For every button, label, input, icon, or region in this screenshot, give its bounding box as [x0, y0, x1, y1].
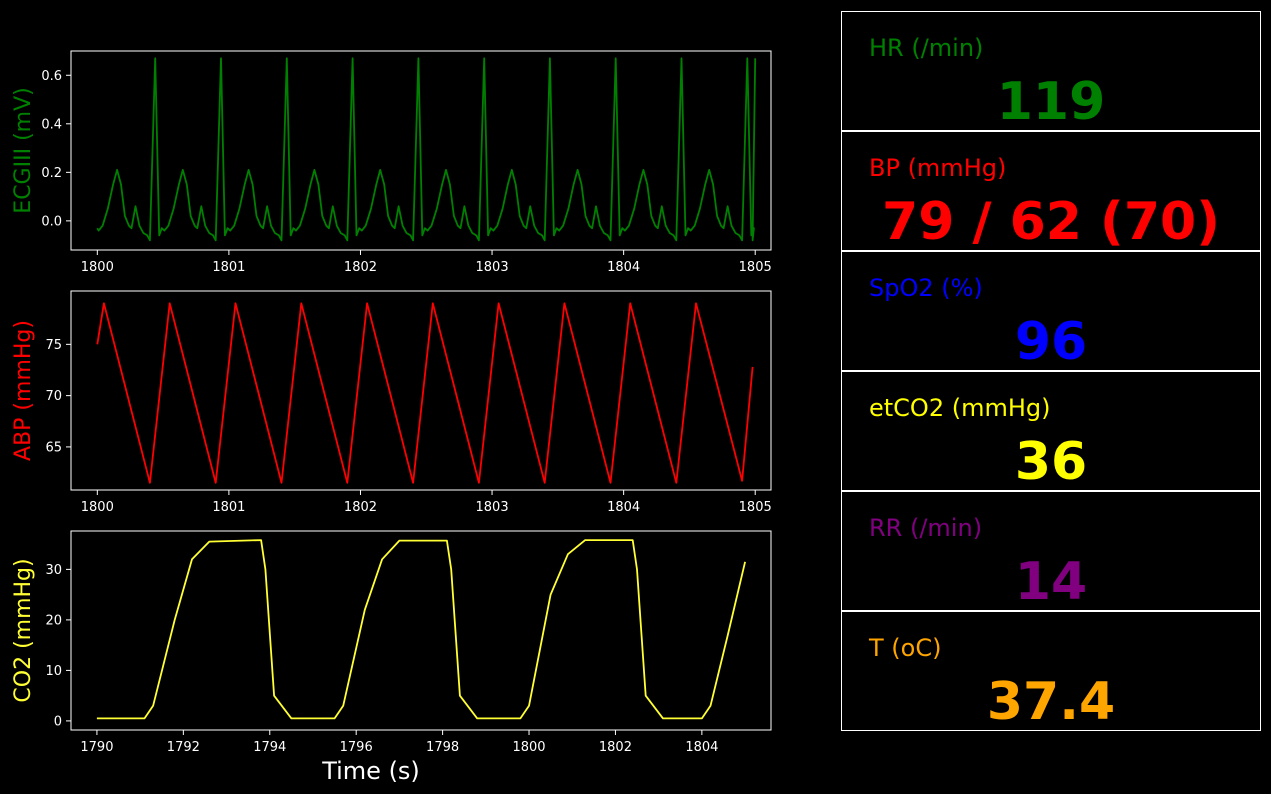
- x-axis-label: Time (s): [321, 757, 420, 785]
- x-tick-label: 1805: [739, 500, 772, 515]
- rr-label: RR (/min): [869, 514, 983, 542]
- axes-frame: [70, 530, 772, 731]
- temp-label: T (oC): [869, 634, 942, 662]
- y-tick-label: 10: [45, 664, 62, 679]
- x-tick-label: 1794: [253, 740, 286, 755]
- chart-3: 1790 1792 1794 1796 1798 1800 1802 1804 0 10 20 30 C…: [11, 530, 772, 785]
- x-tick-label: 1802: [344, 260, 377, 275]
- x-tick-label: 1801: [212, 260, 245, 275]
- y-tick-label: 0.6: [41, 69, 62, 84]
- y-axis-label: ECGIII (mV): [11, 87, 36, 213]
- y-tick-label: 0.2: [41, 166, 62, 181]
- vital-panel-spo2: SpO2 (%) 96: [841, 251, 1261, 372]
- x-tick-label: 1800: [512, 740, 545, 755]
- waveform-charts: 1800 1801 1802 1803 1804 1805 0.0 0.2 0.4 0.6 ECGI…: [11, 50, 772, 785]
- series-line: [96, 302, 754, 484]
- x-tick-label: 1800: [81, 260, 114, 275]
- y-tick-label: 0: [54, 714, 62, 729]
- series-line: [96, 539, 746, 720]
- chart-2: 1800 1801 1802 1803 1804 1805 65 70 75 ABP (mmHg): [11, 290, 772, 515]
- y-tick-label: 65: [45, 440, 62, 455]
- x-tick-label: 1792: [167, 740, 200, 755]
- y-tick-label: 0.4: [41, 117, 62, 132]
- x-tick-label: 1790: [80, 740, 113, 755]
- vital-panel-rr: RR (/min) 14: [841, 491, 1261, 612]
- y-tick-label: 20: [45, 613, 62, 628]
- x-tick-label: 1804: [685, 740, 718, 755]
- etco2-label: etCO2 (mmHg): [869, 394, 1051, 422]
- x-tick-label: 1798: [426, 740, 459, 755]
- y-axis-label: ABP (mmHg): [11, 320, 36, 461]
- bp-label: BP (mmHg): [869, 154, 1007, 182]
- temp-value: 37.4: [986, 672, 1116, 732]
- x-tick-label: 1802: [599, 740, 632, 755]
- y-tick-label: 75: [45, 338, 62, 353]
- hr-label: HR (/min): [869, 34, 984, 62]
- y-tick-label: 30: [45, 563, 62, 578]
- y-tick-label: 0.0: [41, 214, 62, 229]
- x-tick-label: 1803: [476, 500, 509, 515]
- bp-value: 79 / 62 (70): [882, 192, 1220, 252]
- x-tick-label: 1796: [340, 740, 373, 755]
- hr-value: 119: [996, 72, 1106, 132]
- vital-panel-bp: BP (mmHg) 79 / 62 (70): [841, 131, 1261, 252]
- y-axis-label: CO2 (mmHg): [11, 558, 36, 702]
- x-tick-label: 1804: [607, 260, 640, 275]
- x-tick-label: 1801: [212, 500, 245, 515]
- rr-value: 14: [1014, 552, 1088, 612]
- vital-panel-hr: HR (/min) 119: [841, 11, 1261, 132]
- x-tick-label: 1800: [81, 500, 114, 515]
- axes-frame: [70, 290, 772, 491]
- chart-1: 1800 1801 1802 1803 1804 1805 0.0 0.2 0.4 0.6 ECGI…: [11, 50, 772, 275]
- x-tick-label: 1805: [739, 260, 772, 275]
- spo2-label: SpO2 (%): [869, 274, 983, 302]
- x-tick-label: 1803: [476, 260, 509, 275]
- vital-panel-temp: T (oC) 37.4: [841, 611, 1261, 732]
- series-line: [96, 57, 757, 242]
- x-tick-label: 1802: [344, 500, 377, 515]
- y-tick-label: 70: [45, 389, 62, 404]
- spo2-value: 96: [1014, 312, 1088, 372]
- axes-frame: [70, 50, 772, 251]
- etco2-value: 36: [1014, 432, 1088, 492]
- vital-panel-etco2: etCO2 (mmHg) 36: [841, 371, 1261, 492]
- x-tick-label: 1804: [607, 500, 640, 515]
